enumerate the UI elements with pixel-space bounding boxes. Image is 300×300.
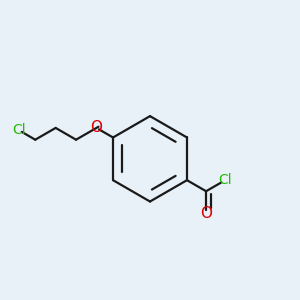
Text: Cl: Cl xyxy=(12,123,26,137)
Text: Cl: Cl xyxy=(218,173,232,187)
Text: O: O xyxy=(91,120,103,135)
Text: O: O xyxy=(200,206,212,221)
